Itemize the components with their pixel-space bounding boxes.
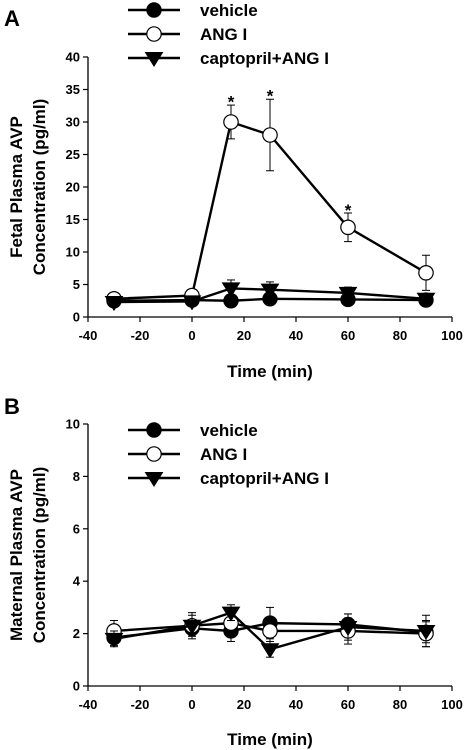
data-point [262,623,278,639]
y-axis-title: Concentration (pg/ml) [30,99,49,276]
series-line [113,611,427,651]
y-tick-label: 15 [66,212,80,227]
x-tick-label: 20 [237,328,251,343]
legend-marker [144,51,164,68]
series-line [113,287,427,304]
y-axis-title: Maternal Plasma AVP [7,469,26,641]
chart-panel-a: A 0 5 10 15 20 25 30 35 40 -40 -20 0 20 40 60 80 100 Time … [4,1,463,381]
series-line [113,297,427,302]
y-tick-label: 25 [66,147,80,162]
data-point [338,621,358,637]
data-point [104,296,124,312]
x-tick-label: 60 [341,328,355,343]
x-tick-label: 100 [441,697,463,712]
data-point [223,114,239,130]
y-tick-label: 35 [66,82,80,97]
y-tick-label: 0 [73,679,80,694]
legend-label: captopril+ANG I [200,49,329,68]
series-captopril-ang-i [104,279,436,312]
x-tick-label: 60 [341,697,355,712]
data-point [221,606,241,622]
chart-panel-b: B 0 2 4 6 8 10 -40 -20 0 20 40 60 80 100 Time (min) Mate… [4,394,463,749]
y-tick-label: 40 [66,50,80,65]
significance-marker: * [228,92,235,111]
x-tick-label: -40 [79,697,98,712]
data-point [416,292,436,308]
y-tick-label: 4 [73,574,81,589]
y-tick-label: 2 [73,626,80,641]
panel-letter: B [4,394,20,419]
y-tick-label: 20 [66,180,80,195]
data-point [340,219,356,236]
data-point [104,632,124,648]
y-tick-label: 10 [66,417,80,432]
x-tick-label: 40 [289,697,303,712]
legend-marker [144,471,164,488]
legend-marker [146,422,162,438]
legend-marker [146,2,162,18]
series-line [113,621,427,635]
y-tick-label: 8 [73,469,80,484]
series-ang-i [106,98,434,307]
x-tick-label: 80 [393,697,407,712]
y-axis-title: Concentration (pg/ml) [30,467,49,644]
legend-label: vehicle [200,1,258,20]
significance-marker: * [345,201,352,220]
legend-marker [146,446,162,462]
data-point [418,264,434,281]
x-tick-label: 100 [441,328,463,343]
data-point [182,619,202,635]
data-point [260,643,280,659]
legend-marker [146,26,162,42]
x-tick-label: -40 [79,328,98,343]
series-captopril-ang-i [104,604,436,659]
data-point [182,295,202,311]
data-point [416,624,436,640]
data-point [262,127,278,143]
legend: vehicle ANG I captopril+ANG I [128,421,329,488]
x-axis-title: Time (min) [227,730,313,749]
legend-label: vehicle [200,421,258,440]
panel-letter: A [4,6,20,31]
data-point [221,282,241,298]
y-tick-label: 0 [73,310,80,325]
x-axis-title: Time (min) [227,362,313,381]
y-tick-label: 5 [73,277,80,292]
y-tick-label: 6 [73,521,80,536]
y-axis-title: Fetal Plasma AVP [7,116,26,258]
legend-label: ANG I [200,25,247,44]
x-tick-label: -20 [131,697,150,712]
data-point [338,286,358,302]
legend-label: captopril+ANG I [200,469,329,488]
x-tick-label: 80 [393,328,407,343]
y-tick-label: 30 [66,115,80,130]
x-tick-label: 40 [289,328,303,343]
legend-label: ANG I [200,445,247,464]
series-line [113,120,427,300]
data-point [260,283,280,299]
x-tick-label: 0 [188,697,195,712]
x-tick-label: -20 [131,328,150,343]
legend: vehicle ANG I captopril+ANG I [128,1,329,68]
y-tick-label: 10 [66,245,80,260]
x-tick-label: 20 [237,697,251,712]
significance-marker: * [267,86,274,105]
x-tick-label: 0 [188,328,195,343]
